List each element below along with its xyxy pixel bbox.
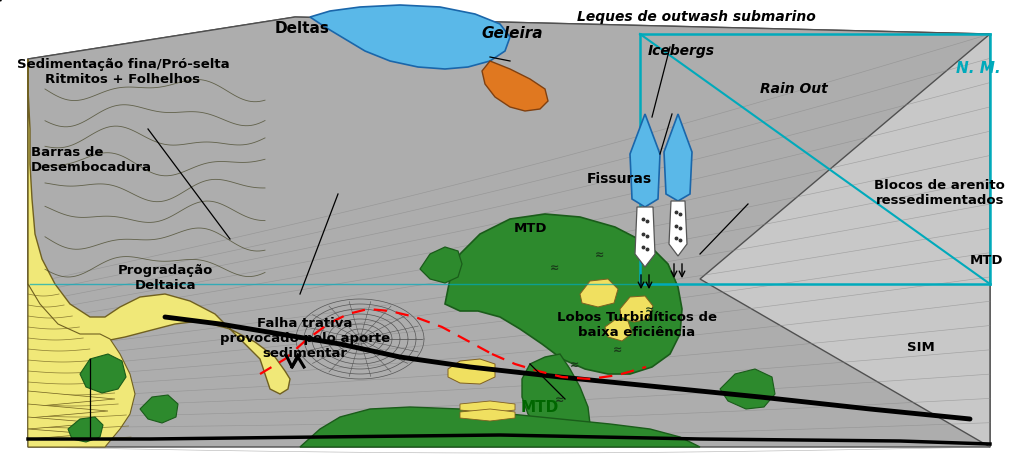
Text: Rain Out: Rain Out — [760, 82, 827, 96]
Text: Progradação
Deltaica: Progradação Deltaica — [118, 264, 214, 292]
Polygon shape — [580, 279, 618, 307]
Text: Sedimentação fina/Pró-selta
Ritmitos + Folhelhos: Sedimentação fina/Pró-selta Ritmitos + F… — [16, 58, 229, 86]
Text: Geleira: Geleira — [481, 25, 543, 40]
Polygon shape — [460, 409, 515, 421]
Text: Leques de outwash submarino: Leques de outwash submarino — [577, 10, 816, 24]
Polygon shape — [700, 35, 990, 447]
Polygon shape — [445, 214, 682, 374]
Polygon shape — [28, 18, 990, 447]
Polygon shape — [28, 18, 990, 329]
Polygon shape — [635, 207, 655, 268]
Polygon shape — [80, 354, 126, 393]
Text: Deltas: Deltas — [274, 21, 330, 36]
Polygon shape — [420, 247, 462, 283]
Text: Lobos Turbidíticos de
baixa eficiência: Lobos Turbidíticos de baixa eficiência — [557, 310, 717, 338]
Text: ≈: ≈ — [613, 344, 623, 354]
Text: Icebergs: Icebergs — [647, 44, 715, 58]
Polygon shape — [720, 369, 775, 409]
Text: ≈: ≈ — [570, 359, 580, 369]
Polygon shape — [300, 407, 700, 447]
Polygon shape — [630, 115, 660, 207]
Text: MTD: MTD — [970, 254, 1004, 267]
Text: Barras de
Desembocadura: Barras de Desembocadura — [31, 146, 152, 174]
Polygon shape — [28, 60, 290, 394]
Text: SIM: SIM — [907, 340, 935, 353]
Polygon shape — [28, 404, 108, 418]
Text: MTD: MTD — [514, 221, 548, 234]
Polygon shape — [28, 284, 135, 447]
Polygon shape — [310, 6, 510, 70]
Text: N. M.: N. M. — [955, 61, 1000, 76]
Polygon shape — [140, 395, 178, 423]
Text: Fissuras: Fissuras — [587, 171, 652, 185]
Polygon shape — [28, 417, 100, 429]
Polygon shape — [68, 417, 103, 442]
Text: Falha trativa
provocado pelo aporte
sedimentar: Falha trativa provocado pelo aporte sedi… — [220, 317, 390, 359]
Polygon shape — [669, 201, 687, 257]
Text: ≈: ≈ — [640, 257, 649, 266]
Polygon shape — [28, 391, 115, 407]
Polygon shape — [482, 62, 548, 112]
Polygon shape — [460, 401, 515, 413]
Text: MTD: MTD — [520, 399, 559, 414]
Text: Blocos de arenito
ressedimentados: Blocos de arenito ressedimentados — [873, 178, 1005, 206]
Polygon shape — [28, 429, 92, 439]
Text: ≈: ≈ — [555, 394, 564, 404]
Polygon shape — [664, 115, 692, 201]
Text: ≈: ≈ — [645, 304, 654, 314]
Polygon shape — [449, 359, 495, 384]
Polygon shape — [620, 296, 653, 322]
Text: ≈: ≈ — [595, 250, 605, 259]
Text: ≈: ≈ — [550, 263, 560, 272]
Polygon shape — [522, 354, 590, 442]
Polygon shape — [605, 319, 632, 341]
